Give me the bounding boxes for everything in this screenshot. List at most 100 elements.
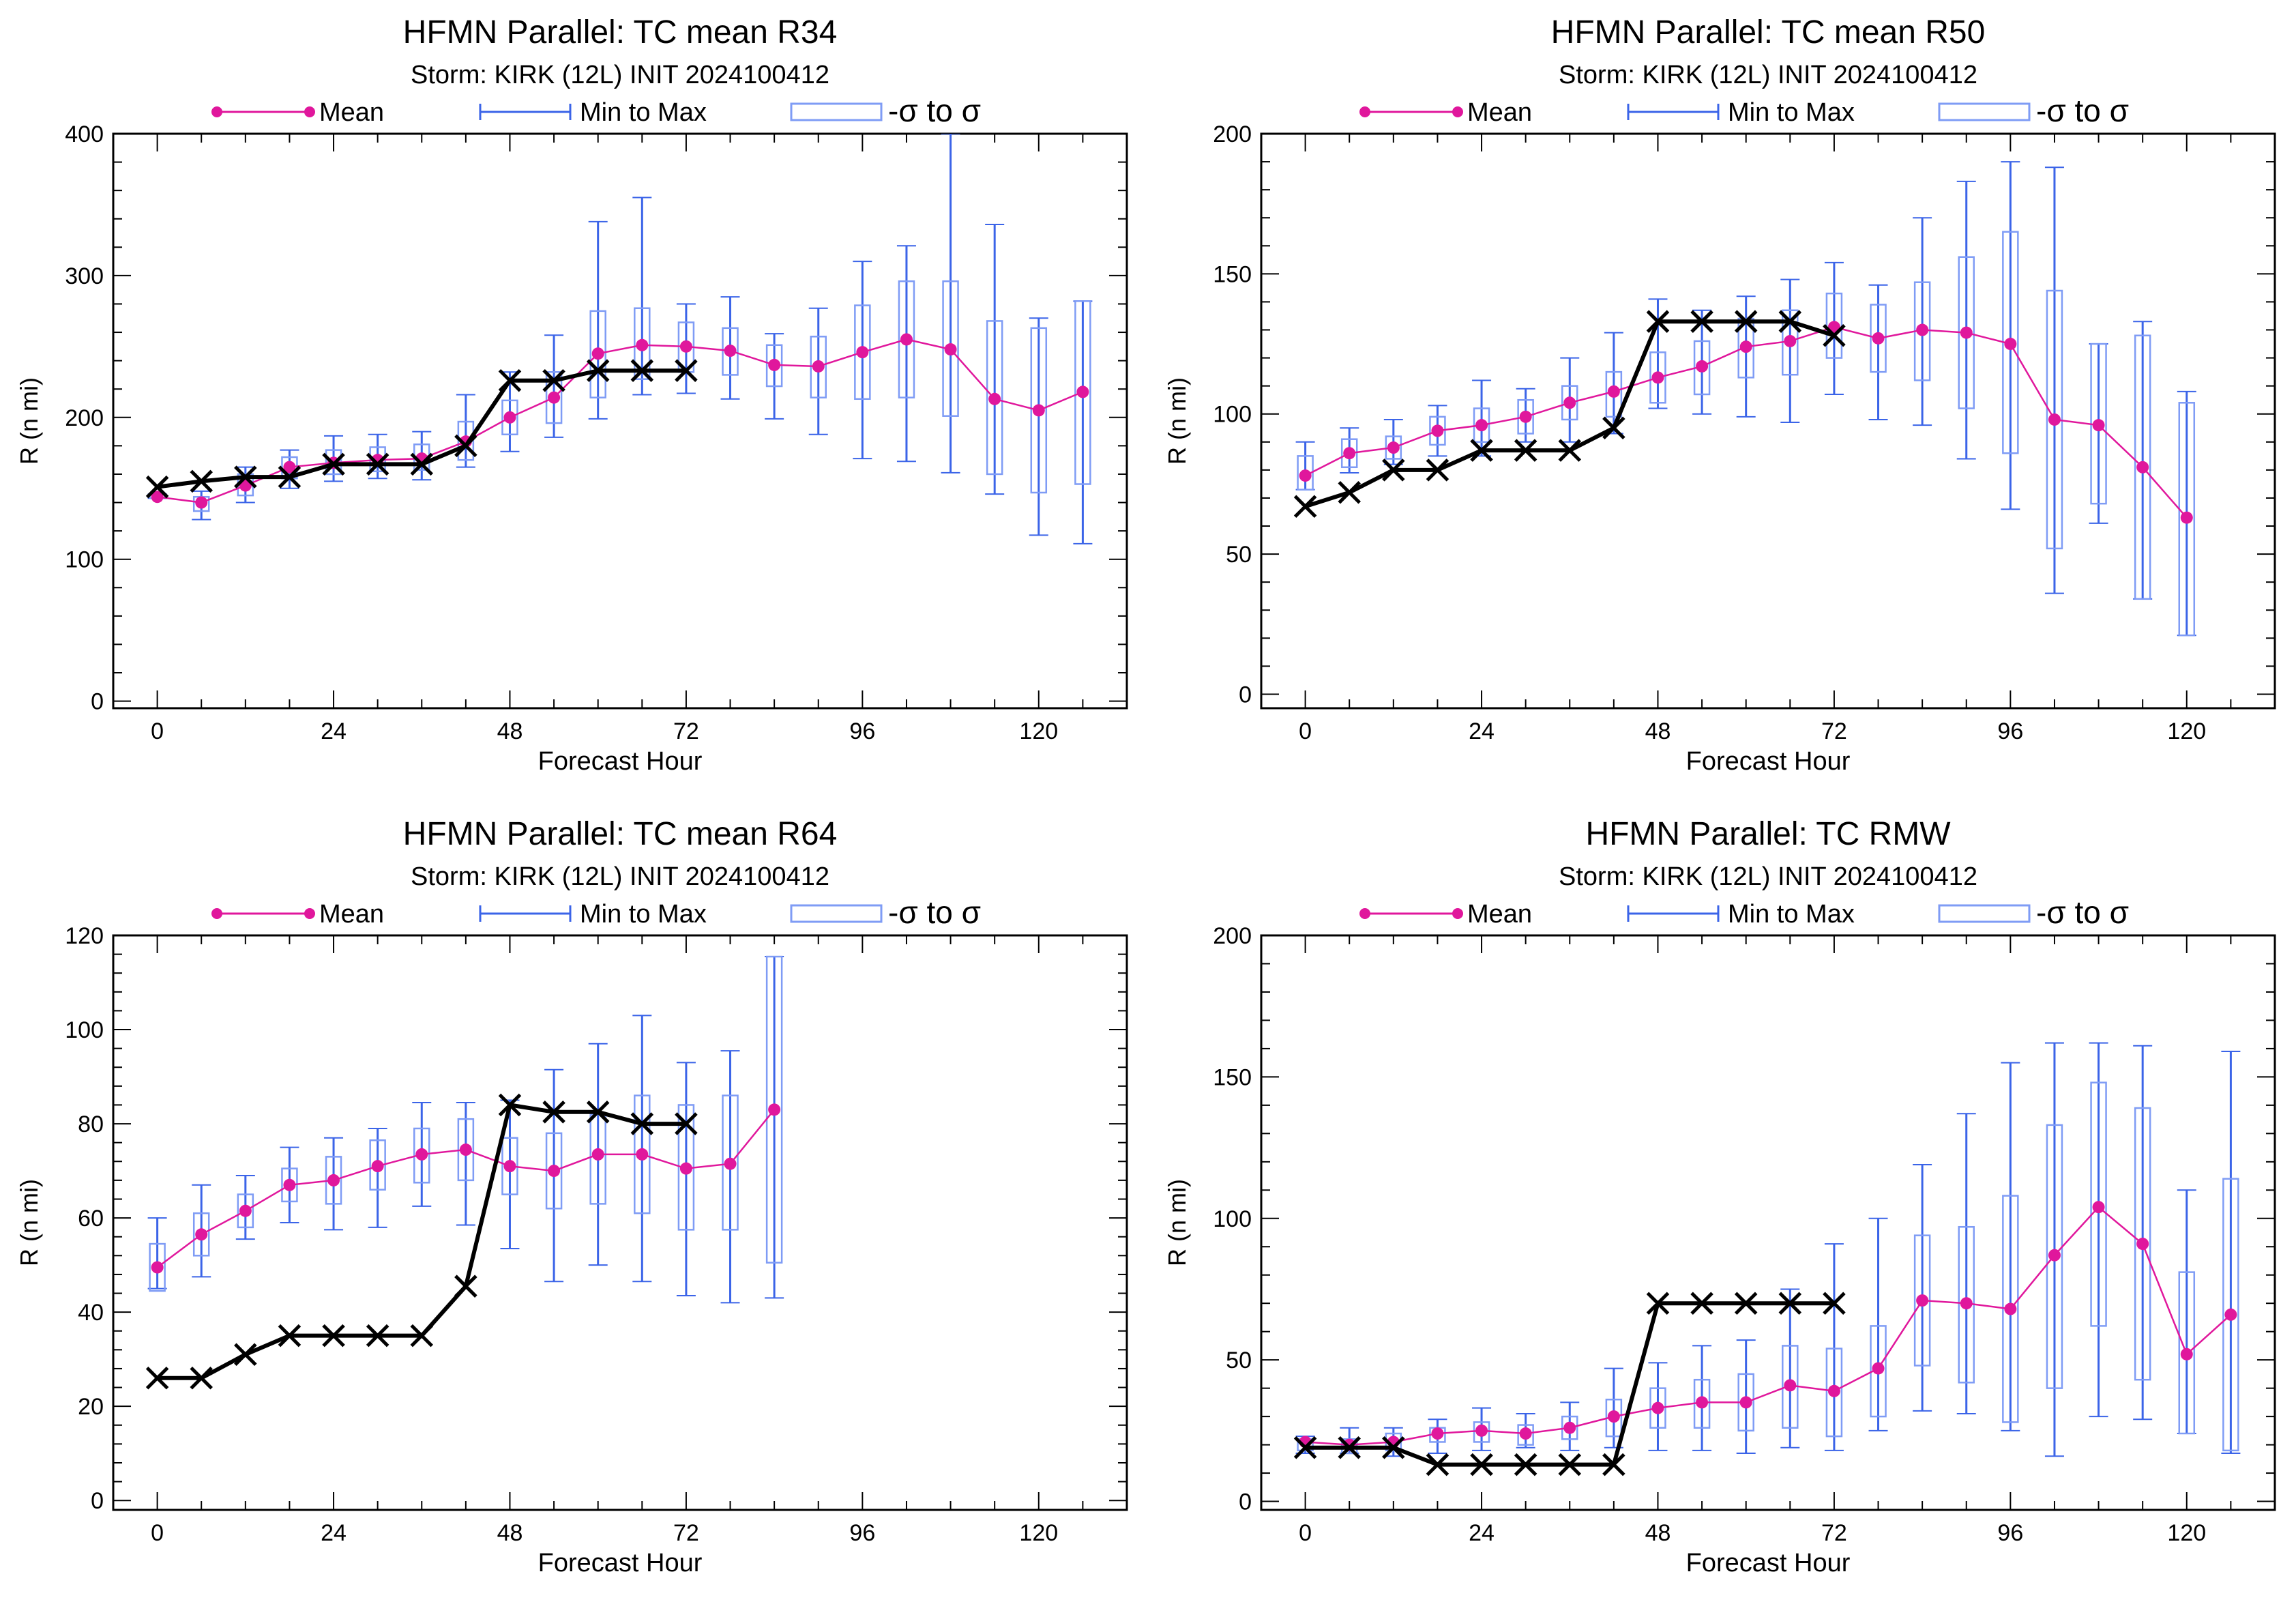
observed-marker-stroke bbox=[1602, 416, 1625, 440]
observed-marker bbox=[1426, 1453, 1449, 1476]
y-axis-label: R (n mi) bbox=[15, 1179, 43, 1266]
sigma-box bbox=[1340, 438, 1358, 469]
x-tick-label: 48 bbox=[497, 718, 523, 744]
x-axis-label: Forecast Hour bbox=[538, 747, 703, 776]
x-tick-label: 120 bbox=[2167, 1520, 2206, 1546]
observed-marker bbox=[1734, 1292, 1758, 1315]
mean-point bbox=[151, 1261, 164, 1274]
observed-marker bbox=[1514, 439, 1537, 462]
chart-panel-4: HFMN Parallel: TC RMW Storm: KIRK (12L) I… bbox=[1163, 816, 2276, 1577]
mean-point bbox=[724, 1157, 737, 1170]
observed-marker bbox=[1470, 1453, 1493, 1476]
x-tick-label: 0 bbox=[151, 718, 164, 744]
sigma-box bbox=[1473, 1421, 1490, 1443]
observed-marker-stroke bbox=[1602, 1453, 1625, 1476]
observed-marker-stroke bbox=[1558, 1453, 1582, 1476]
observed-marker bbox=[454, 1275, 477, 1298]
mean-point bbox=[1431, 424, 1444, 437]
observed-marker-stroke bbox=[410, 452, 434, 476]
observed-marker bbox=[1426, 458, 1449, 482]
y-tick-label: 40 bbox=[78, 1300, 104, 1326]
observed-marker bbox=[1690, 310, 1713, 333]
observed-marker-stroke bbox=[498, 1093, 522, 1117]
sigma-box bbox=[237, 1193, 254, 1229]
mean-point bbox=[591, 1148, 604, 1161]
chart-subtitle: Storm: KIRK (12L) INIT 2024100412 bbox=[411, 862, 829, 891]
legend-sigma-label: -σ to σ bbox=[888, 894, 981, 930]
observed-marker bbox=[1823, 1292, 1846, 1315]
mean-point bbox=[679, 1162, 692, 1175]
mean-point bbox=[151, 491, 164, 504]
legend-sigma-label: -σ to σ bbox=[888, 93, 981, 128]
observed-marker-stroke bbox=[1778, 310, 1802, 333]
legend: Mean Min to Max -σ to σ bbox=[1359, 894, 2129, 930]
observed-marker-stroke bbox=[1338, 1436, 1361, 1459]
observed-marker bbox=[278, 465, 301, 489]
sigma-box bbox=[1517, 1424, 1534, 1446]
observed-marker-stroke bbox=[454, 1275, 477, 1298]
observed-marker bbox=[498, 368, 522, 392]
sigma-box bbox=[942, 280, 959, 417]
y-axis-label: R (n mi) bbox=[15, 377, 43, 465]
mean-point bbox=[459, 1144, 472, 1156]
observed-marker-stroke bbox=[586, 1101, 610, 1124]
x-tick-label: 120 bbox=[1019, 1520, 1058, 1546]
observed-marker-stroke bbox=[1514, 439, 1537, 462]
legend-mean-marker bbox=[304, 908, 315, 919]
mean-point bbox=[2180, 511, 2193, 524]
mean-point bbox=[1827, 1384, 1840, 1397]
sigma-box bbox=[1870, 1325, 1887, 1418]
y-axis-label: R (n mi) bbox=[1163, 1179, 1191, 1266]
sigma-box bbox=[1429, 416, 1446, 446]
observed-marker-stroke bbox=[542, 1101, 565, 1124]
mean-point bbox=[2092, 1201, 2105, 1214]
observed-marker bbox=[630, 359, 654, 382]
observed-marker-stroke bbox=[1558, 439, 1582, 462]
observed-marker-stroke bbox=[675, 359, 698, 382]
mean-point bbox=[1784, 334, 1797, 347]
chart-panel-2: HFMN Parallel: TC mean R50 Storm: KIRK (1… bbox=[1163, 14, 2276, 776]
observed-marker bbox=[454, 434, 477, 458]
plot-frame bbox=[112, 132, 1128, 710]
x-tick-label: 72 bbox=[1821, 718, 1847, 744]
mean-point bbox=[1916, 323, 1929, 336]
observed-marker-stroke bbox=[498, 368, 522, 392]
mean-point bbox=[2004, 338, 2017, 351]
y-tick-label: 80 bbox=[78, 1111, 104, 1137]
legend-mean-marker bbox=[304, 106, 315, 117]
sigma-box bbox=[1517, 398, 1534, 435]
observed-marker-stroke bbox=[1470, 1453, 1493, 1476]
observed-marker-stroke bbox=[630, 1112, 654, 1135]
mean-point bbox=[768, 1103, 781, 1116]
legend-mean-marker bbox=[1359, 106, 1370, 117]
sigma-box bbox=[1649, 1387, 1666, 1429]
mean-point bbox=[900, 333, 913, 346]
observed-marker bbox=[675, 359, 698, 382]
mean-point bbox=[503, 1160, 516, 1173]
plot-area bbox=[145, 955, 784, 1390]
mean-point bbox=[1872, 332, 1885, 345]
y-tick-label: 100 bbox=[1213, 1206, 1252, 1232]
observed-marker bbox=[322, 1324, 345, 1348]
y-tick-label: 150 bbox=[1213, 261, 1252, 287]
observed-marker-stroke bbox=[1293, 495, 1317, 519]
observed-marker bbox=[145, 1366, 169, 1390]
mean-point bbox=[548, 1165, 561, 1178]
observed-marker bbox=[586, 1101, 610, 1124]
y-tick-label: 150 bbox=[1213, 1064, 1252, 1090]
sigma-box bbox=[149, 1242, 166, 1292]
x-tick-label: 0 bbox=[1299, 718, 1312, 744]
observed-marker bbox=[322, 452, 345, 476]
mean-point bbox=[2048, 413, 2061, 426]
x-tick-label: 24 bbox=[321, 1520, 347, 1546]
y-tick-label: 400 bbox=[65, 121, 104, 147]
legend: Mean Min to Max -σ to σ bbox=[211, 93, 981, 128]
mean-point bbox=[283, 1178, 296, 1191]
sigma-box bbox=[2222, 1178, 2239, 1452]
mean-point bbox=[2048, 1249, 2061, 1262]
mean-point bbox=[1739, 1396, 1752, 1409]
observed-marker bbox=[498, 1093, 522, 1117]
mean-point bbox=[1519, 1427, 1532, 1440]
observed-marker-stroke bbox=[190, 469, 213, 493]
sigma-box bbox=[722, 1094, 739, 1231]
